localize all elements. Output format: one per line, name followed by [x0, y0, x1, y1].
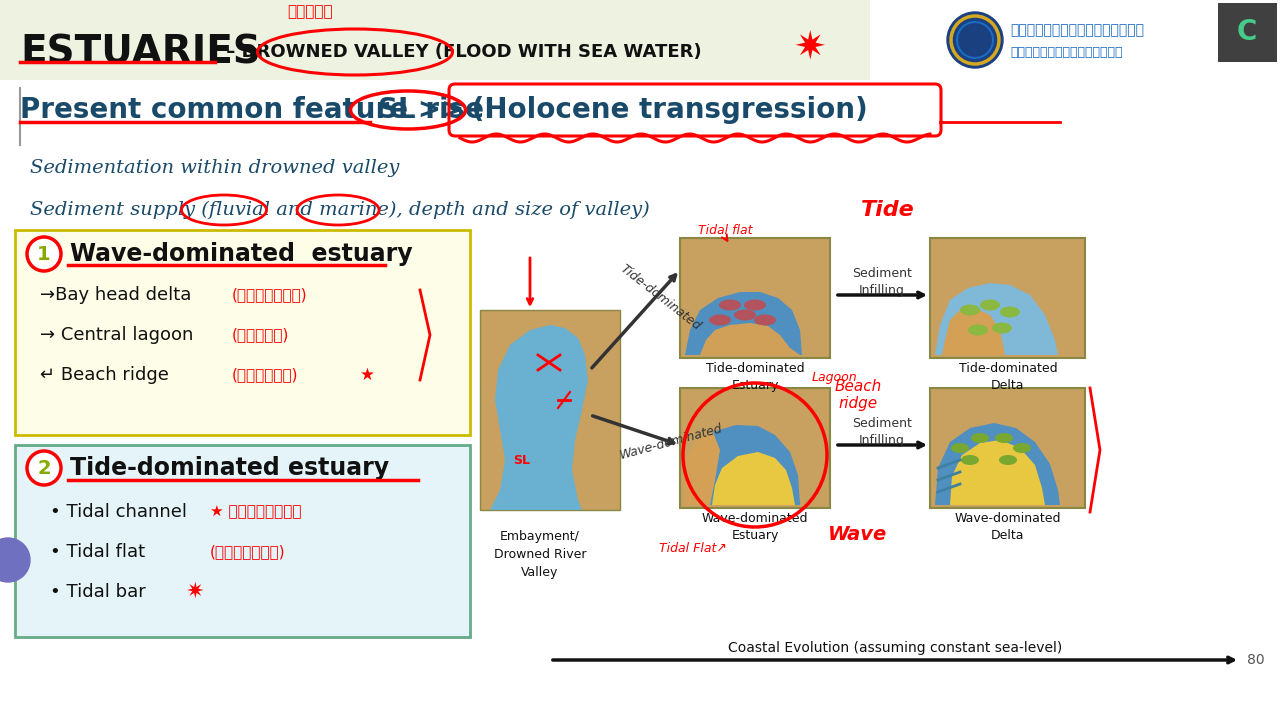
Circle shape	[0, 538, 29, 582]
Text: Beach
ridge: Beach ridge	[835, 379, 882, 411]
Text: (สันหัว): (สันหัว)	[232, 367, 298, 382]
Ellipse shape	[1012, 443, 1030, 453]
Text: ✷: ✷	[186, 582, 204, 602]
Polygon shape	[934, 423, 1060, 505]
Text: (สันเท): (สันเท)	[232, 328, 289, 343]
Text: • Tidal channel: • Tidal channel	[50, 503, 187, 521]
Text: Coastal Evolution (assuming constant sea-level): Coastal Evolution (assuming constant sea…	[728, 641, 1062, 655]
Ellipse shape	[951, 443, 969, 453]
Text: • Tidal flat: • Tidal flat	[50, 543, 145, 561]
FancyBboxPatch shape	[15, 445, 470, 637]
Ellipse shape	[719, 300, 741, 310]
Ellipse shape	[998, 455, 1018, 465]
Circle shape	[947, 12, 1004, 68]
Text: SL rise: SL rise	[378, 96, 484, 124]
Polygon shape	[950, 440, 1044, 505]
Polygon shape	[490, 325, 588, 510]
Text: SL: SL	[513, 454, 530, 467]
Ellipse shape	[992, 323, 1012, 333]
FancyBboxPatch shape	[931, 238, 1085, 358]
Ellipse shape	[995, 433, 1012, 443]
Text: Wave: Wave	[828, 526, 887, 544]
FancyBboxPatch shape	[680, 388, 829, 508]
Text: 1: 1	[37, 245, 51, 264]
Polygon shape	[934, 283, 1059, 355]
Ellipse shape	[1000, 307, 1020, 318]
Ellipse shape	[733, 310, 756, 320]
Text: Sedimentation within drowned valley: Sedimentation within drowned valley	[29, 159, 399, 177]
Polygon shape	[685, 425, 800, 505]
Circle shape	[27, 451, 61, 485]
Ellipse shape	[980, 300, 1000, 310]
Text: ★: ★	[360, 366, 375, 384]
Text: →Bay head delta: →Bay head delta	[40, 286, 192, 304]
FancyBboxPatch shape	[680, 238, 829, 358]
Polygon shape	[685, 432, 719, 505]
Text: Sediment
Infilling: Sediment Infilling	[852, 267, 911, 297]
Text: 80: 80	[1248, 653, 1265, 667]
Text: Wave-dominated  estuary: Wave-dominated estuary	[70, 242, 412, 266]
Text: Tide: Tide	[861, 200, 915, 220]
Text: ESTUARIES: ESTUARIES	[20, 33, 261, 71]
Text: 2: 2	[37, 459, 51, 477]
Text: – DROWNED VALLEY (FLOOD WITH SEA WATER): – DROWNED VALLEY (FLOOD WITH SEA WATER)	[220, 43, 701, 61]
Circle shape	[27, 237, 61, 271]
Text: Wave-dominated: Wave-dominated	[618, 422, 724, 462]
Text: → Central lagoon: → Central lagoon	[40, 326, 193, 344]
Text: ปัญญาของแผ่นดิน: ปัญญาของแผ่นดิน	[1010, 45, 1123, 58]
FancyBboxPatch shape	[931, 388, 1085, 508]
Text: จมอ่า: จมอ่า	[287, 4, 333, 19]
Text: Sediment
Infilling: Sediment Infilling	[852, 417, 911, 447]
Polygon shape	[700, 323, 800, 355]
Text: C: C	[1236, 18, 1257, 46]
Text: (สันลซุน): (สันลซุน)	[210, 544, 285, 559]
Ellipse shape	[960, 305, 980, 315]
Text: (Holocene transgression): (Holocene transgression)	[462, 96, 868, 124]
Text: Lagoon: Lagoon	[812, 372, 858, 384]
Text: Tidal flat: Tidal flat	[698, 223, 753, 236]
Text: Embayment/
Drowned River
Valley: Embayment/ Drowned River Valley	[494, 530, 586, 579]
FancyBboxPatch shape	[0, 0, 870, 80]
Text: Present common feature >>: Present common feature >>	[20, 96, 474, 124]
Text: Tide-dominated
Estuary: Tide-dominated Estuary	[705, 362, 804, 392]
Text: • Tidal bar: • Tidal bar	[50, 583, 146, 601]
FancyBboxPatch shape	[15, 230, 470, 435]
Polygon shape	[712, 452, 795, 505]
Text: Tidal Flat↗: Tidal Flat↗	[659, 541, 727, 554]
Text: Tide-dominated: Tide-dominated	[618, 263, 704, 333]
Polygon shape	[942, 308, 1005, 355]
Ellipse shape	[754, 315, 776, 325]
Ellipse shape	[961, 455, 979, 465]
Text: Tide-dominated estuary: Tide-dominated estuary	[70, 456, 389, 480]
Text: (สันเป็น): (สันเป็น)	[232, 287, 307, 302]
Text: ★ สันคลื่น: ★ สันคลื่น	[210, 505, 302, 520]
Ellipse shape	[968, 325, 988, 336]
FancyBboxPatch shape	[1219, 3, 1277, 62]
Polygon shape	[685, 292, 803, 355]
Text: มหาวิทยาลัยมหิดล: มหาวิทยาลัยมหิดล	[1010, 23, 1144, 37]
Text: Wave-dominated
Delta: Wave-dominated Delta	[955, 512, 1061, 542]
Ellipse shape	[972, 433, 989, 443]
Text: ↵ Beach ridge: ↵ Beach ridge	[40, 366, 169, 384]
Ellipse shape	[744, 300, 765, 310]
Polygon shape	[480, 310, 620, 510]
Text: ✷: ✷	[794, 29, 827, 67]
Text: Sediment supply (fluvial and marine), depth and size of valley): Sediment supply (fluvial and marine), de…	[29, 201, 650, 219]
Text: Wave-dominated
Estuary: Wave-dominated Estuary	[701, 512, 808, 542]
Text: Tide-dominated
Delta: Tide-dominated Delta	[959, 362, 1057, 392]
Ellipse shape	[709, 315, 731, 325]
